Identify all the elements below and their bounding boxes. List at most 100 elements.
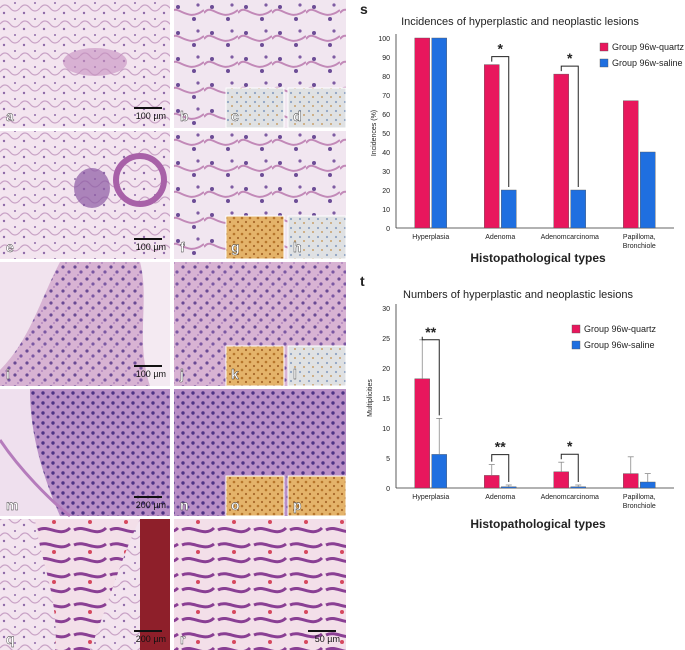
bar-saline-2 <box>570 486 586 489</box>
y-tick-label: 30 <box>382 306 390 313</box>
bar-quartz-0 <box>414 378 430 489</box>
bar-saline-0 <box>431 37 447 229</box>
significance-marker: ** <box>425 324 436 340</box>
micrograph-label-r: r <box>180 631 186 647</box>
micrograph-label-d: d <box>293 108 302 124</box>
x-tick-label: Hyperplasia <box>412 234 449 241</box>
x-tick-label: Adenoma <box>485 494 515 501</box>
x-tick-label: Bronchiole <box>623 503 656 510</box>
bar-saline-3 <box>640 481 656 489</box>
micrograph-label-p: p <box>293 497 302 513</box>
significance-bracket <box>491 454 510 482</box>
significance-marker: * <box>567 438 573 454</box>
legend-label-quartz: Group 96w-quartz <box>612 42 685 52</box>
y-axis-label: Incidences (%) <box>371 110 378 156</box>
y-tick-label: 90 <box>382 55 390 62</box>
micrograph-grid-svg: a 100 µm b c d e 100 µm f g h i 100 µm j k l m 200 µm n o p… <box>0 0 346 650</box>
significance-marker: * <box>498 41 504 57</box>
y-tick-label: 20 <box>382 366 390 373</box>
x-tick-label: Adenomcarcinoma <box>541 494 599 501</box>
x-tick-label: Adenomcarcinoma <box>541 234 599 241</box>
chart-title: Incidences of hyperplastic and neoplasti… <box>401 16 639 28</box>
micrograph-label-h: h <box>293 239 302 255</box>
legend-swatch-quartz <box>571 324 581 334</box>
micrograph-label-b: b <box>180 108 189 124</box>
micrograph-k <box>225 345 285 387</box>
micrograph-c <box>225 87 285 129</box>
bar-saline-1 <box>501 189 517 229</box>
micrograph-p <box>287 475 346 517</box>
y-tick-label: 50 <box>382 131 390 138</box>
bar-saline-2 <box>570 189 586 229</box>
histology-micrograph-grid: a 100 µm b c d e 100 µm f g h i 100 µm j k l m 200 µm n o p… <box>0 0 346 650</box>
legend-label-saline: Group 96w-saline <box>612 58 683 68</box>
significance-bracket <box>560 65 579 187</box>
bar-quartz-0 <box>414 37 430 229</box>
scale-bar-label-m: 200 µm <box>136 500 166 510</box>
micrograph-label-f: f <box>180 239 185 255</box>
micrograph-label-c: c <box>231 108 239 124</box>
significance-bracket <box>421 336 440 416</box>
micrograph-label-e: e <box>6 239 14 255</box>
scale-bar-label-e: 100 µm <box>136 242 166 252</box>
significance-marker: * <box>567 50 573 66</box>
multiplicity-chart-svg: t Numbers of hyperplastic and neoplastic … <box>360 273 674 531</box>
x-axis-label: Histopathological types <box>470 251 606 265</box>
x-axis-label: Histopathological types <box>470 517 606 531</box>
micrograph-label-q: q <box>6 631 15 647</box>
micrograph-label-g: g <box>231 239 240 255</box>
bar-saline-3 <box>640 151 656 229</box>
y-tick-label: 10 <box>382 426 390 433</box>
significance-bracket <box>491 56 510 187</box>
y-tick-label: 10 <box>382 207 390 214</box>
bar-quartz-1 <box>484 64 500 229</box>
micrograph-label-i: i <box>6 366 10 382</box>
micrograph-label-o: o <box>231 497 240 513</box>
micrograph-label-l: l <box>293 366 297 382</box>
legend-swatch-quartz <box>599 42 609 52</box>
x-tick-label: Papilloma, <box>623 494 656 501</box>
chart-panel-t: t Numbers of hyperplastic and neoplastic … <box>352 272 685 547</box>
significance-marker: ** <box>495 439 506 455</box>
y-tick-label: 70 <box>382 93 390 100</box>
bar-saline-0 <box>431 454 447 489</box>
bar-quartz-3 <box>623 100 639 229</box>
y-tick-label: 60 <box>382 112 390 119</box>
legend-swatch-saline <box>599 58 609 68</box>
y-tick-label: 20 <box>382 188 390 195</box>
x-tick-label: Bronchiole <box>623 243 656 250</box>
chart-panel-s: s Incidences of hyperplastic and neoplast… <box>352 0 685 270</box>
micrograph-l <box>287 345 346 387</box>
panel-label-t: t <box>360 273 365 289</box>
x-tick-label: Hyperplasia <box>412 494 449 501</box>
bar-saline-1 <box>501 486 517 489</box>
micrograph-label-a: a <box>6 108 14 124</box>
scale-bar-label-i: 100 µm <box>136 369 166 379</box>
significance-bracket <box>560 453 579 482</box>
y-tick-label: 100 <box>378 36 390 43</box>
bar-quartz-3 <box>623 473 639 489</box>
scale-bar-label-q: 200 µm <box>136 634 166 644</box>
legend-label-quartz: Group 96w-quartz <box>584 324 657 334</box>
x-tick-label: Adenoma <box>485 234 515 241</box>
y-tick-label: 15 <box>382 396 390 403</box>
y-tick-label: 0 <box>386 486 390 493</box>
incidence-chart-svg: s Incidences of hyperplastic and neoplast… <box>360 1 685 265</box>
x-tick-label: Papilloma, <box>623 234 656 241</box>
micrograph-r <box>174 519 346 650</box>
panel-label-s: s <box>360 1 368 17</box>
y-tick-label: 0 <box>386 226 390 233</box>
micrograph-h <box>287 215 346 260</box>
bar-quartz-2 <box>553 471 569 489</box>
y-tick-label: 80 <box>382 74 390 81</box>
micrograph-g <box>225 215 285 260</box>
micrograph-label-k: k <box>231 366 239 382</box>
y-tick-label: 25 <box>382 336 390 343</box>
micrograph-o <box>225 475 285 517</box>
micrograph-label-n: n <box>180 497 189 513</box>
chart-title: Numbers of hyperplastic and neoplastic l… <box>403 289 633 301</box>
micrograph-d <box>287 87 346 129</box>
bar-quartz-1 <box>484 475 500 489</box>
scale-bar-label-r: 50 µm <box>315 634 340 644</box>
micrograph-label-j: j <box>179 366 184 382</box>
